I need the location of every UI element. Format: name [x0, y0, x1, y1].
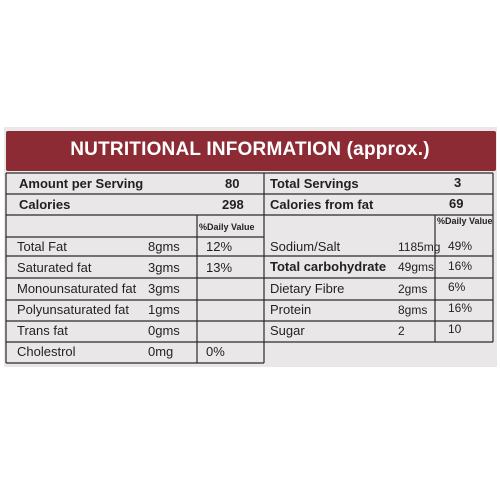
nutrient-name: Trans fat [17, 323, 68, 338]
total-servings-label: Total Servings [270, 176, 359, 191]
nutrient-daily-value: 13% [206, 260, 233, 275]
label-title: NUTRITIONAL INFORMATION (approx.) [70, 139, 430, 160]
nutrient-daily-value: 12% [206, 239, 233, 254]
nutrient-name: Sodium/Salt [270, 239, 341, 254]
nutrient-amount: 8gms [398, 303, 428, 317]
nutrient-daily-value: 6% [448, 280, 466, 294]
amount-per-serving-value: 80 [225, 176, 240, 191]
calories-from-fat-value: 69 [449, 196, 464, 211]
nutrient-amount: 3gms [148, 281, 180, 296]
nutrient-name: Total Fat [17, 239, 67, 254]
nutrient-name: Protein [270, 302, 312, 317]
nutrient-name: Saturated fat [17, 260, 92, 275]
total-servings-value: 3 [454, 175, 462, 190]
nutrient-amount: 2 [398, 324, 405, 338]
nutrient-amount: 49gms [398, 260, 435, 274]
nutrient-amount: 3gms [148, 260, 180, 275]
calories-value: 298 [222, 197, 244, 212]
nutrient-name: Polyunsaturated fat [17, 302, 130, 317]
nutrient-daily-value: 49% [448, 239, 473, 253]
nutrient-amount: 2gms [398, 282, 428, 296]
daily-value-header-right: %Daily Value [437, 216, 493, 226]
calories-from-fat-label: Calories from fat [270, 197, 374, 212]
nutrient-daily-value: 10 [448, 322, 462, 336]
amount-per-serving-label: Amount per Serving [19, 176, 144, 191]
nutrient-name: Sugar [270, 323, 305, 338]
nutrient-name: Dietary Fibre [270, 281, 345, 296]
nutrient-amount: 0mg [148, 344, 174, 359]
nutrient-amount: 0gms [148, 323, 180, 338]
nutrient-daily-value: 16% [448, 301, 473, 315]
nutrient-name: Monounsaturated fat [17, 281, 137, 296]
calories-label: Calories [19, 197, 71, 212]
nutrient-amount: 8gms [148, 239, 180, 254]
daily-value-header-left: %Daily Value [199, 222, 255, 232]
nutrient-daily-value: 0% [206, 344, 225, 359]
nutrient-name: Total carbohydrate [270, 259, 387, 274]
nutrient-amount: 1gms [148, 302, 180, 317]
nutrient-amount: 1185mg [398, 240, 441, 254]
title-banner [6, 131, 496, 171]
nutrient-name: Cholestrol [17, 344, 76, 359]
nutrient-daily-value: 16% [448, 259, 473, 273]
